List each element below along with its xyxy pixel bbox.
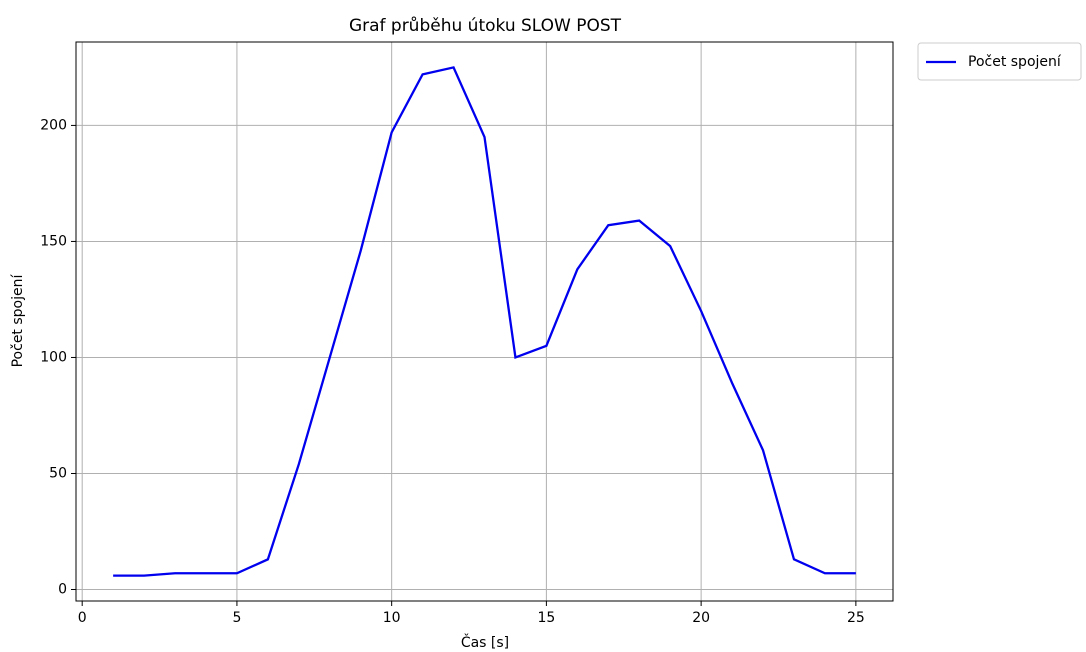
x-tick-label: 25	[847, 610, 865, 626]
chart-title: Graf průběhu útoku SLOW POST	[349, 16, 622, 36]
x-axis-label: Čas [s]	[461, 633, 509, 651]
plot-frame	[75, 41, 894, 602]
x-tick-label: 15	[537, 610, 555, 626]
legend-label: Počet spojení	[968, 54, 1062, 70]
legend-box	[917, 42, 1082, 81]
line	[113, 66, 856, 577]
y-tick-label: 100	[40, 349, 67, 365]
x-tick-label: 0	[78, 610, 87, 626]
y-axis-label: Počet spojení	[10, 274, 26, 368]
y-tick-label: 150	[40, 233, 67, 249]
x-tick-label: 5	[232, 610, 241, 626]
y-tick-label: 0	[58, 582, 67, 598]
x-tick-label: 10	[383, 610, 401, 626]
x-tick-label: 20	[692, 610, 710, 626]
y-tick-label: 50	[49, 465, 67, 481]
y-tick-label: 200	[40, 117, 67, 133]
